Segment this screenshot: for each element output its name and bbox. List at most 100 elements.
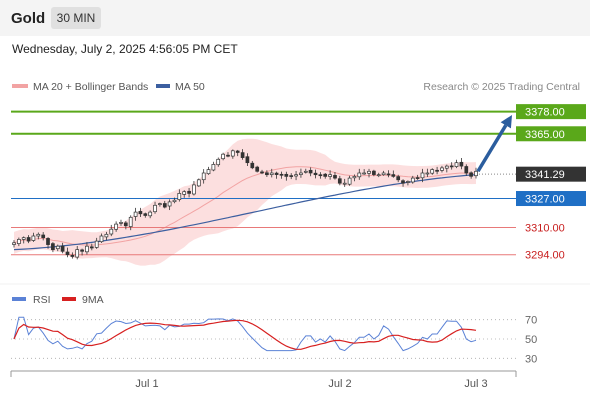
rsi-ma-line: [13, 319, 477, 350]
candle-body: [109, 228, 114, 235]
candle-body: [123, 222, 128, 227]
rsi-legend-swatch: [12, 297, 26, 301]
candle: [89, 243, 94, 251]
candle-body: [65, 251, 70, 256]
candle: [274, 171, 279, 179]
candle-body: [449, 165, 454, 168]
candle-body: [265, 172, 269, 176]
level-label-3341.29: 3341.29: [516, 166, 586, 182]
candle-body: [226, 154, 230, 157]
candle-body: [255, 166, 260, 172]
candle-body: [182, 191, 187, 195]
candle-body: [187, 190, 191, 194]
candle: [17, 237, 21, 247]
rsi-ma-legend-swatch: [62, 297, 76, 301]
candle-body: [46, 238, 50, 245]
level-label-box: [516, 166, 586, 182]
candle: [391, 170, 396, 178]
bollinger-legend-label: MA 20 + Bollinger Bands: [33, 81, 148, 93]
candle: [352, 174, 357, 182]
candle: [357, 168, 362, 180]
candle: [216, 157, 221, 167]
candle: [46, 237, 50, 249]
candle: [21, 236, 26, 244]
chart-header: Gold 30 MIN: [0, 0, 590, 36]
candle: [60, 242, 65, 254]
candle-body: [17, 239, 21, 244]
candle: [367, 168, 371, 178]
rsi-line: [13, 316, 477, 352]
candle-body: [206, 169, 211, 175]
candle: [386, 170, 391, 178]
candle-body: [440, 167, 444, 171]
candle-body: [201, 172, 206, 181]
candle: [109, 224, 114, 237]
candle-body: [260, 171, 264, 174]
candle-body: [240, 152, 245, 158]
candle-body: [357, 172, 362, 178]
chart-datetime: Wednesday, July 2, 2025 4:56:05 PM CET: [12, 42, 238, 56]
candle: [114, 221, 118, 232]
rsi-legend-label: RSI: [33, 294, 51, 306]
candle: [255, 165, 260, 173]
candle-body: [410, 177, 415, 183]
candle-body: [459, 161, 464, 167]
candle: [342, 178, 347, 187]
candle-body: [469, 172, 473, 177]
candle: [104, 231, 109, 241]
candle-body: [211, 164, 216, 171]
rsi-tick-50: 50: [525, 334, 537, 346]
candle: [362, 169, 366, 175]
candle-body: [425, 172, 430, 175]
candle: [128, 215, 133, 231]
candle-body: [36, 233, 41, 237]
candle: [162, 200, 167, 209]
candle-body: [347, 177, 352, 185]
candle: [444, 164, 449, 173]
candle: [289, 173, 294, 180]
candle: [138, 207, 143, 218]
x-tick-label: Jul 2: [328, 378, 351, 390]
candle-body: [328, 174, 332, 177]
candle-body: [381, 172, 386, 176]
candle-body: [119, 222, 123, 224]
candle-body: [454, 162, 459, 167]
candle-body: [158, 203, 162, 205]
bollinger-legend-swatch: [12, 84, 28, 88]
candle: [440, 165, 444, 173]
candle: [469, 171, 473, 179]
candle: [303, 168, 308, 174]
candle: [26, 235, 31, 244]
x-tick-label: Jul 3: [464, 378, 487, 390]
candle-body: [162, 203, 167, 208]
candle-body: [221, 153, 225, 160]
candle-body: [21, 237, 26, 240]
candle: [80, 248, 84, 256]
candle: [182, 190, 187, 198]
candle: [396, 174, 401, 183]
candle-body: [284, 173, 289, 177]
candle-body: [274, 172, 279, 175]
candle: [459, 158, 464, 170]
candle-body: [70, 254, 75, 257]
candle-body: [128, 216, 133, 227]
candle-body: [114, 223, 118, 230]
candle: [119, 219, 123, 226]
candle: [51, 242, 55, 253]
candle-body: [12, 242, 16, 245]
candle: [187, 188, 191, 198]
candle: [337, 175, 342, 186]
candle-body: [299, 172, 303, 175]
candle-body: [26, 237, 31, 242]
candle: [148, 210, 153, 219]
candle-body: [279, 173, 284, 176]
ma50-line: [13, 174, 477, 251]
candle-body: [362, 172, 366, 175]
candle-body: [177, 193, 182, 200]
candle-body: [352, 176, 357, 179]
candle-body: [196, 179, 201, 187]
candle-body: [376, 174, 381, 177]
candle-body: [444, 165, 449, 169]
ma50-legend-swatch: [156, 84, 170, 88]
timeframe-button[interactable]: 30 MIN: [51, 7, 101, 29]
